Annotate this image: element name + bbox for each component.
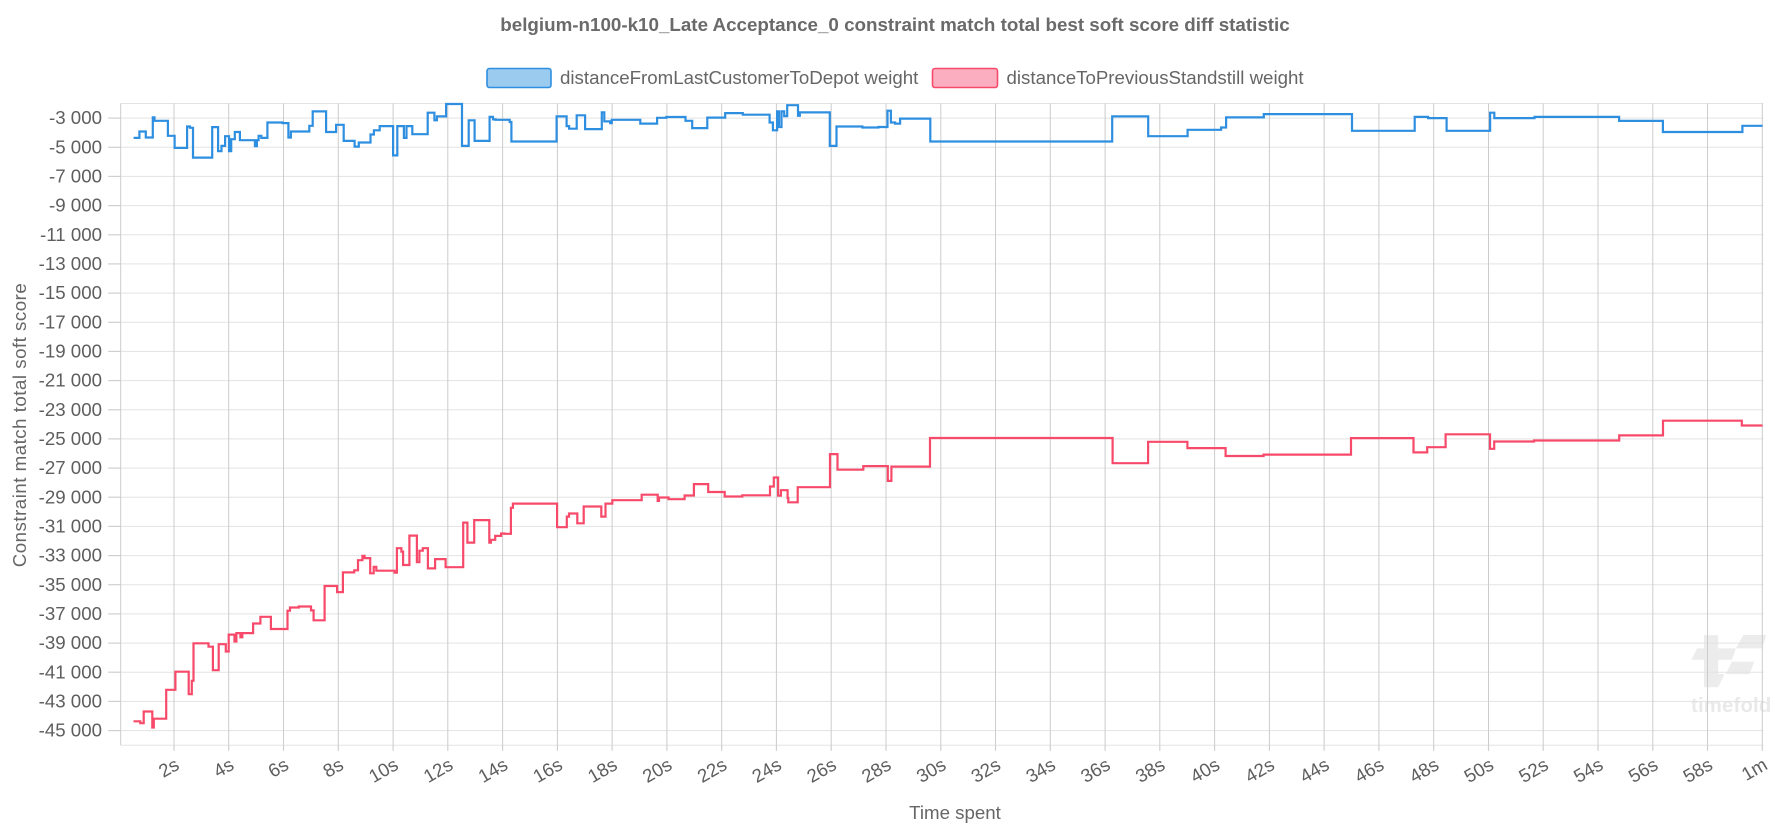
svg-text:-35 000: -35 000 (39, 574, 102, 595)
svg-text:-29 000: -29 000 (39, 486, 102, 507)
svg-text:timefold: timefold (1691, 695, 1771, 717)
svg-text:belgium-n100-k10_Late Acceptan: belgium-n100-k10_Late Acceptance_0 const… (500, 14, 1289, 35)
svg-text:-39 000: -39 000 (39, 632, 102, 653)
svg-text:-19 000: -19 000 (39, 341, 102, 362)
svg-text:-17 000: -17 000 (39, 311, 102, 332)
svg-text:-33 000: -33 000 (39, 545, 102, 566)
svg-text:-43 000: -43 000 (39, 691, 102, 712)
svg-text:Constraint match total soft sc: Constraint match total soft score (9, 283, 30, 567)
svg-text:-23 000: -23 000 (39, 399, 102, 420)
svg-text:-3 000: -3 000 (49, 107, 102, 128)
svg-text:-7 000: -7 000 (49, 166, 102, 187)
svg-text:-41 000: -41 000 (39, 661, 102, 682)
svg-text:-25 000: -25 000 (39, 428, 102, 449)
svg-text:-13 000: -13 000 (39, 253, 102, 274)
svg-text:Time spent: Time spent (909, 802, 1002, 823)
svg-text:-11 000: -11 000 (40, 224, 102, 245)
svg-text:-31 000: -31 000 (39, 516, 102, 537)
svg-text:-15 000: -15 000 (39, 282, 102, 303)
svg-text:-45 000: -45 000 (39, 720, 102, 741)
svg-text:-9 000: -9 000 (49, 195, 102, 216)
svg-text:distanceFromLastCustomerToDepo: distanceFromLastCustomerToDepot weight (560, 67, 919, 88)
svg-text:-5 000: -5 000 (49, 136, 102, 157)
svg-text:distanceToPreviousStandstill w: distanceToPreviousStandstill weight (1007, 67, 1305, 88)
svg-text:-21 000: -21 000 (39, 370, 102, 391)
svg-text:-37 000: -37 000 (39, 603, 102, 624)
svg-text:-27 000: -27 000 (39, 457, 102, 478)
